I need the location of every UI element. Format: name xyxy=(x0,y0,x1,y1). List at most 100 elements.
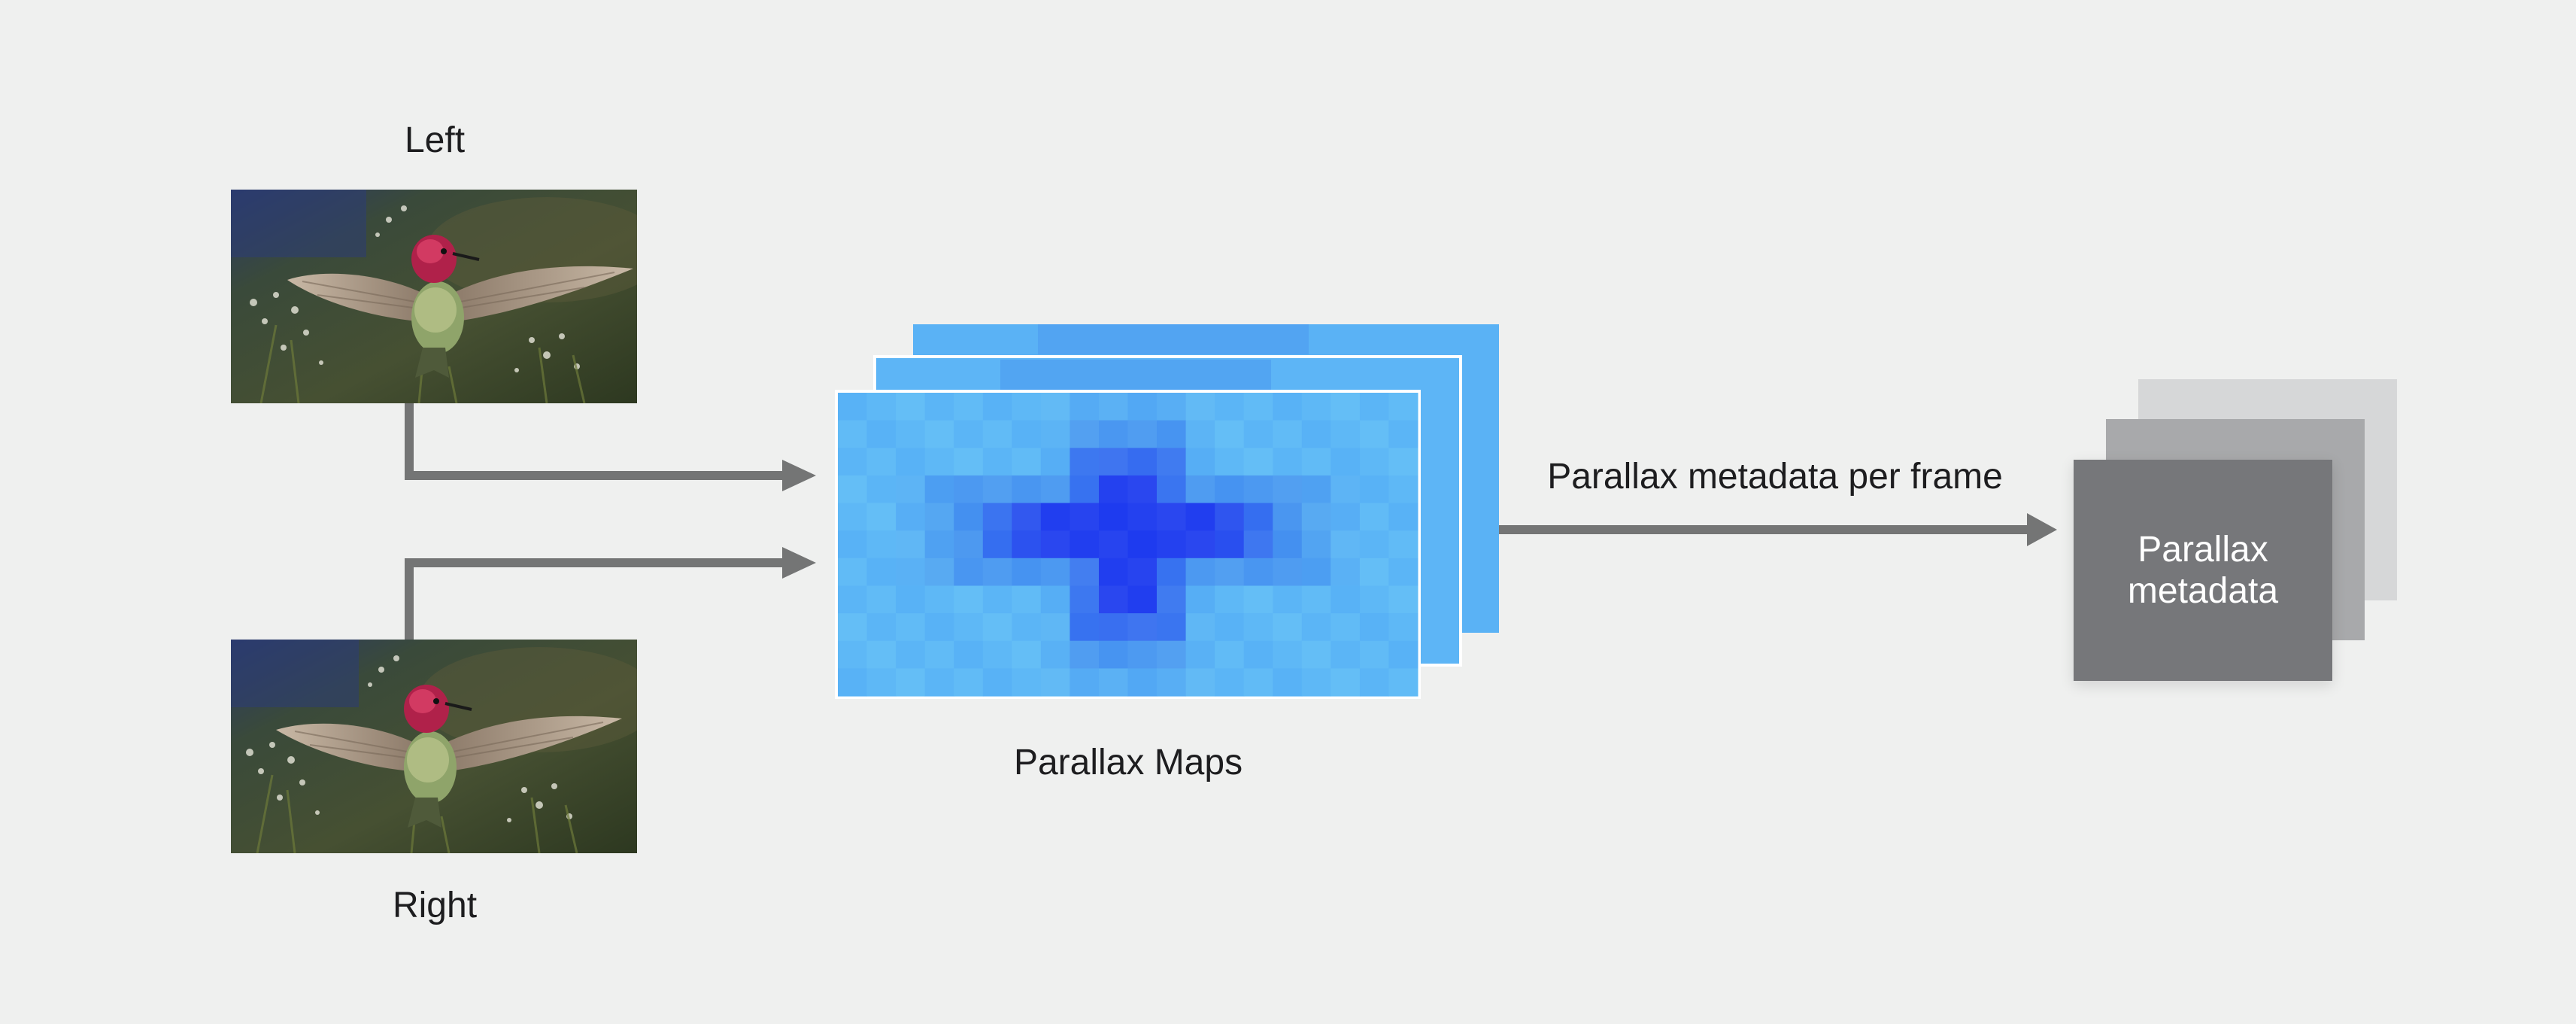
parallax-map-cell xyxy=(838,448,868,476)
parallax-map-cell xyxy=(982,613,1012,642)
parallax-map-cell xyxy=(1243,613,1273,642)
parallax-map-cell xyxy=(1157,530,1187,559)
parallax-map-cell xyxy=(954,393,984,421)
parallax-map-cell xyxy=(1359,585,1389,614)
parallax-map-cell xyxy=(1301,530,1331,559)
parallax-map-cell xyxy=(1273,503,1303,531)
parallax-map-cell xyxy=(1185,448,1215,476)
parallax-map-cell xyxy=(838,475,868,504)
parallax-map-cell xyxy=(1185,558,1215,586)
parallax-map-cell xyxy=(954,613,984,642)
parallax-map-cell xyxy=(1127,503,1158,531)
parallax-map-cell xyxy=(838,503,868,531)
parallax-map-cell xyxy=(982,668,1012,697)
parallax-map-cell xyxy=(866,393,897,421)
parallax-map-cell xyxy=(1301,475,1331,504)
parallax-map-cell xyxy=(838,585,868,614)
parallax-map-cell xyxy=(1273,393,1303,421)
parallax-map-cell xyxy=(1157,613,1187,642)
parallax-map-cell xyxy=(1215,530,1245,559)
parallax-map-cell xyxy=(896,530,926,559)
parallax-map-cell xyxy=(1273,420,1303,448)
parallax-map-cell xyxy=(1040,613,1070,642)
parallax-map-cell xyxy=(1070,420,1100,448)
parallax-map-cell xyxy=(1243,393,1273,421)
parallax-map-cell xyxy=(954,420,984,448)
parallax-map-cell xyxy=(1215,640,1245,669)
parallax-map-cell xyxy=(1243,640,1273,669)
parallax-map-cell xyxy=(1040,475,1070,504)
parallax-map-cell xyxy=(954,448,984,476)
parallax-map-cell xyxy=(1359,420,1389,448)
parallax-map-front xyxy=(835,390,1421,699)
parallax-map-cell xyxy=(982,530,1012,559)
parallax-map-cell xyxy=(1157,558,1187,586)
parallax-map-cell xyxy=(1070,613,1100,642)
parallax-map-cell xyxy=(1243,503,1273,531)
parallax-map-cell xyxy=(982,448,1012,476)
parallax-map-cell xyxy=(1330,503,1361,531)
parallax-map-cell xyxy=(866,448,897,476)
parallax-map-cell xyxy=(1215,668,1245,697)
parallax-map-cell xyxy=(896,585,926,614)
parallax-map-cell xyxy=(1243,585,1273,614)
parallax-map-cell xyxy=(1215,613,1245,642)
parallax-map-cell xyxy=(1099,640,1129,669)
parallax-map-cell xyxy=(1243,558,1273,586)
parallax-map-cell xyxy=(1243,448,1273,476)
parallax-map-cell xyxy=(866,420,897,448)
parallax-map-cell xyxy=(1157,393,1187,421)
parallax-map-cell xyxy=(1273,475,1303,504)
parallax-map-cell xyxy=(1273,530,1303,559)
parallax-map-cell xyxy=(1185,668,1215,697)
parallax-map-cell xyxy=(954,530,984,559)
parallax-map-cell xyxy=(924,420,954,448)
parallax-map-cell xyxy=(1243,668,1273,697)
parallax-map-cell xyxy=(1012,393,1042,421)
parallax-map-cell xyxy=(924,530,954,559)
parallax-map-cell xyxy=(954,585,984,614)
parallax-map-cell xyxy=(1388,475,1418,504)
parallax-map-cell xyxy=(982,475,1012,504)
parallax-map-cell xyxy=(1273,585,1303,614)
parallax-map-cell xyxy=(1388,640,1418,669)
parallax-map-cell xyxy=(1099,530,1129,559)
parallax-map-cell xyxy=(1273,558,1303,586)
parallax-map-cell xyxy=(1012,503,1042,531)
parallax-map-cell xyxy=(1359,640,1389,669)
parallax-map-cell xyxy=(838,393,868,421)
parallax-map-cell xyxy=(1301,503,1331,531)
parallax-map-cell xyxy=(1273,448,1303,476)
parallax-map-cell xyxy=(982,558,1012,586)
parallax-map-cell xyxy=(1070,640,1100,669)
parallax-map-cell xyxy=(1215,448,1245,476)
left-to-maps-connector xyxy=(405,403,788,480)
parallax-map-cell xyxy=(1012,475,1042,504)
parallax-map-cell xyxy=(866,585,897,614)
parallax-map-cell xyxy=(1388,585,1418,614)
parallax-map-cell xyxy=(1388,503,1418,531)
parallax-map-cell xyxy=(1127,475,1158,504)
parallax-map-cell xyxy=(896,393,926,421)
parallax-map-cell xyxy=(838,640,868,669)
parallax-map-cell xyxy=(1040,420,1070,448)
parallax-map-cell xyxy=(1359,668,1389,697)
parallax-map-cell xyxy=(1127,640,1158,669)
parallax-map-cell xyxy=(1330,613,1361,642)
parallax-map-cell xyxy=(1012,613,1042,642)
parallax-map-cell xyxy=(896,475,926,504)
parallax-map-cell xyxy=(1215,475,1245,504)
parallax-map-cell xyxy=(1185,503,1215,531)
parallax-map-cell xyxy=(1185,613,1215,642)
parallax-map-cell xyxy=(1040,668,1070,697)
parallax-map-cell xyxy=(1127,420,1158,448)
parallax-map-cell xyxy=(1301,585,1331,614)
parallax-map-cell xyxy=(896,613,926,642)
parallax-map-cell xyxy=(1243,530,1273,559)
parallax-map-cell xyxy=(1070,393,1100,421)
maps-to-metadata-arrowhead xyxy=(2027,513,2057,546)
parallax-map-cell xyxy=(1040,585,1070,614)
parallax-map-cell xyxy=(1301,448,1331,476)
parallax-map-cell xyxy=(838,613,868,642)
parallax-map-cell xyxy=(1157,640,1187,669)
